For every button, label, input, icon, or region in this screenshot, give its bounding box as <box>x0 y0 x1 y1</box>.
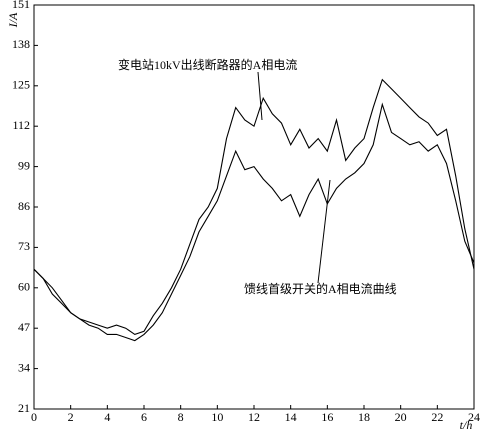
x-tick-label: 0 <box>31 410 37 424</box>
y-tick-label: 138 <box>12 37 30 51</box>
y-tick-label: 60 <box>18 280 30 294</box>
x-tick-label: 22 <box>431 410 443 424</box>
y-tick-label: 125 <box>12 78 30 92</box>
x-tick-label: 4 <box>104 410 110 424</box>
x-tick-label: 24 <box>468 410 480 424</box>
y-tick-label: 112 <box>12 118 30 132</box>
x-tick-label: 18 <box>358 410 370 424</box>
leader-line <box>317 179 331 284</box>
x-tick-label: 6 <box>141 410 147 424</box>
data-line <box>33 102 475 342</box>
annotation: 变电站10kV出线断路器的A相电流 <box>118 57 297 72</box>
data-line <box>33 78 475 336</box>
y-tick-label: 151 <box>12 0 30 11</box>
x-tick-label: 16 <box>321 410 333 424</box>
y-tick-label: 34 <box>18 360 30 374</box>
x-tick-label: 2 <box>68 410 74 424</box>
x-tick-label: 12 <box>248 410 260 424</box>
y-tick-label: 99 <box>18 158 30 172</box>
x-tick-label: 20 <box>395 410 407 424</box>
x-tick-label: 8 <box>178 410 184 424</box>
annotation: 馈线首级开关的A相电流曲线 <box>244 281 397 296</box>
y-tick-label: 73 <box>18 239 30 253</box>
y-tick-label: 47 <box>18 320 30 334</box>
y-tick-label: 86 <box>18 199 30 213</box>
x-tick-label: 10 <box>211 410 223 424</box>
y-tick-label: 21 <box>18 401 30 415</box>
x-tick-label: 14 <box>285 410 297 424</box>
y-axis-label: I/A <box>6 12 20 28</box>
x-axis-label: t/h <box>460 418 473 432</box>
leader-line <box>257 71 263 121</box>
